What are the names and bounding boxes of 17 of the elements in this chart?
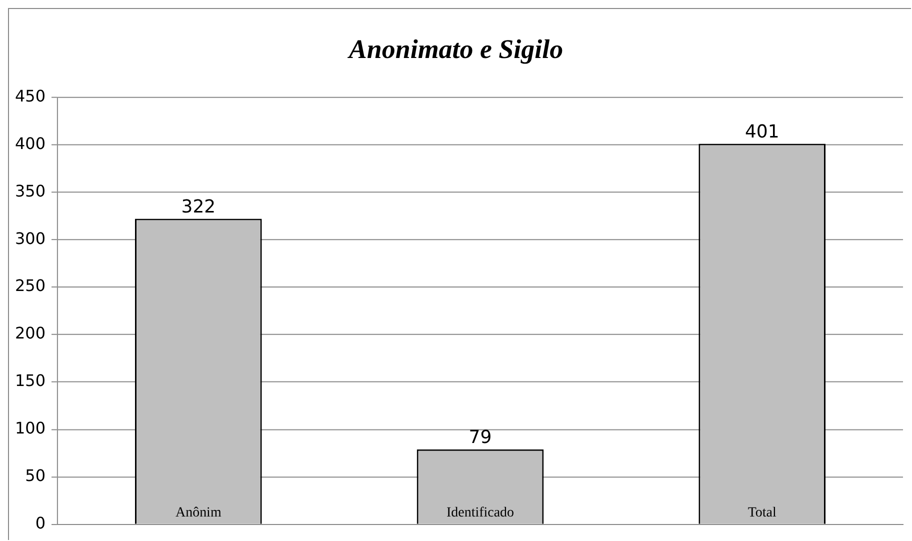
y-tick-label: 300 [15, 228, 46, 248]
data-label: 79 [468, 427, 492, 448]
y-tick-label: 200 [15, 324, 46, 343]
data-label: 322 [181, 196, 216, 218]
y-tick-label: 250 [15, 276, 46, 296]
y-tick-label: 150 [15, 371, 46, 390]
y-tick-label: 0 [35, 514, 46, 533]
x-tick-label: Anônim [176, 506, 222, 521]
y-tick-label: 350 [15, 181, 46, 200]
data-label: 401 [744, 121, 780, 142]
x-tick-label: Total [748, 506, 776, 521]
chart-title: Anonimato e Sigilo [346, 34, 564, 64]
y-tick-label: 400 [15, 134, 46, 153]
x-tick-label: Identificado [446, 506, 514, 521]
y-tick-label: 450 [15, 86, 46, 106]
y-tick-label: 100 [15, 418, 46, 438]
y-tick-label: 50 [25, 466, 46, 486]
